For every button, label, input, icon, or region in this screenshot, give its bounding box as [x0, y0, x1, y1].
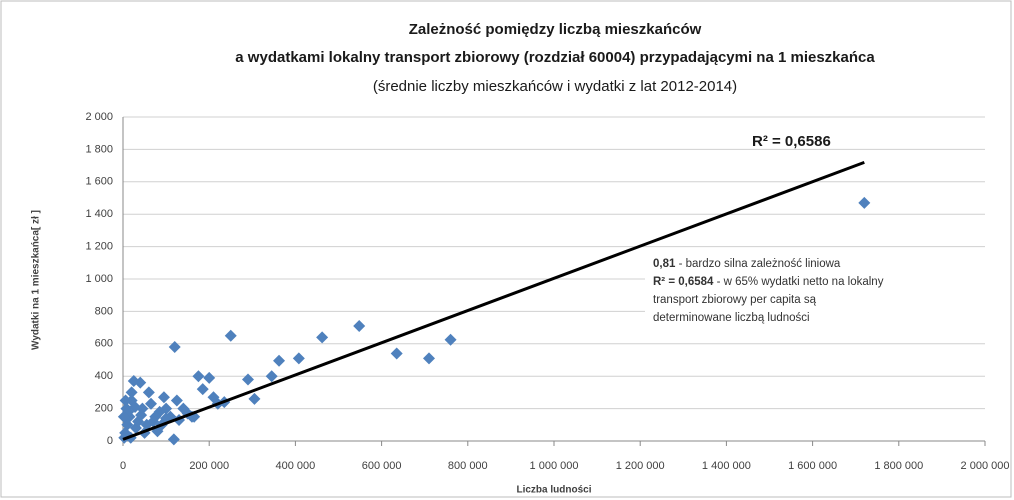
- x-tick-label: 800 000: [448, 460, 488, 472]
- point: [353, 319, 366, 332]
- y-tick-label: 400: [95, 370, 113, 382]
- point: [135, 409, 148, 422]
- note-segment: transport zbiorowy per capita są: [653, 294, 817, 306]
- x-tick-label: 1 400 000: [702, 460, 751, 472]
- note-line: R² = 0,6584 - w 65% wydatki netto na lok…: [653, 276, 884, 288]
- point: [316, 331, 329, 344]
- note-line: determinowane liczbą ludności: [653, 312, 810, 324]
- point: [390, 347, 403, 360]
- point: [192, 370, 205, 383]
- point: [241, 373, 254, 386]
- x-tick-label: 0: [120, 460, 126, 472]
- note-segment: R² = 0,6584: [653, 276, 714, 288]
- y-tick-label: 1 400: [85, 208, 113, 220]
- point: [129, 400, 142, 413]
- point: [142, 386, 155, 399]
- point: [292, 352, 305, 365]
- y-tick-label: 200: [95, 403, 113, 415]
- y-tick-label: 2 000: [85, 111, 113, 123]
- x-tick-label: 1 000 000: [530, 460, 579, 472]
- point: [858, 196, 871, 209]
- chart-subtitle: (średnie liczby mieszkańców i wydatki z …: [373, 78, 737, 95]
- point: [125, 386, 138, 399]
- point: [117, 410, 130, 423]
- point: [145, 397, 158, 410]
- point: [167, 433, 180, 446]
- point: [196, 383, 209, 396]
- point: [224, 329, 237, 342]
- point: [444, 333, 457, 346]
- y-tick-label: 600: [95, 338, 113, 350]
- note-segment: - w 65% wydatki netto na lokalny: [713, 276, 883, 288]
- note-segment: - bardzo silna zależność liniowa: [675, 258, 841, 270]
- x-tick-label: 200 000: [189, 460, 229, 472]
- point: [265, 370, 278, 383]
- note-line: 0,81 - bardzo silna zależność liniowa: [653, 258, 841, 270]
- point: [119, 394, 132, 407]
- x-tick-label: 400 000: [276, 460, 316, 472]
- x-tick-label: 1 600 000: [788, 460, 837, 472]
- chart-title-2: a wydatkami lokalny transport zbiorowy (…: [235, 49, 875, 66]
- point: [157, 391, 170, 404]
- chart-title: Zależność pomiędzy liczbą mieszkańców: [409, 21, 702, 38]
- x-tick-label: 2 000 000: [961, 460, 1010, 472]
- point: [168, 341, 181, 354]
- y-tick-label: 800: [95, 305, 113, 317]
- point: [248, 392, 261, 405]
- point: [423, 352, 436, 365]
- point: [203, 371, 216, 384]
- y-tick-label: 1 800: [85, 143, 113, 155]
- x-axis-label: Liczba ludności: [516, 485, 591, 496]
- x-tick-label: 1 800 000: [874, 460, 923, 472]
- point: [273, 354, 286, 367]
- point: [127, 375, 140, 388]
- note-box: [645, 250, 985, 332]
- y-axis-label: Wydatki na 1 mieszkańca[ zł ]: [31, 210, 42, 350]
- y-tick-label: 1 000: [85, 273, 113, 285]
- x-tick-label: 1 200 000: [616, 460, 665, 472]
- trendline: [122, 160, 865, 441]
- trend-label: R² = 0,6586: [752, 133, 831, 150]
- y-tick-label: 0: [107, 435, 113, 447]
- y-tick-label: 1 600: [85, 176, 113, 188]
- note-segment: determinowane liczbą ludności: [653, 312, 810, 324]
- note-line: transport zbiorowy per capita są: [653, 294, 817, 306]
- y-tick-label: 1 200: [85, 241, 113, 253]
- note-segment: 0,81: [653, 258, 676, 270]
- point: [170, 394, 183, 407]
- x-tick-label: 600 000: [362, 460, 402, 472]
